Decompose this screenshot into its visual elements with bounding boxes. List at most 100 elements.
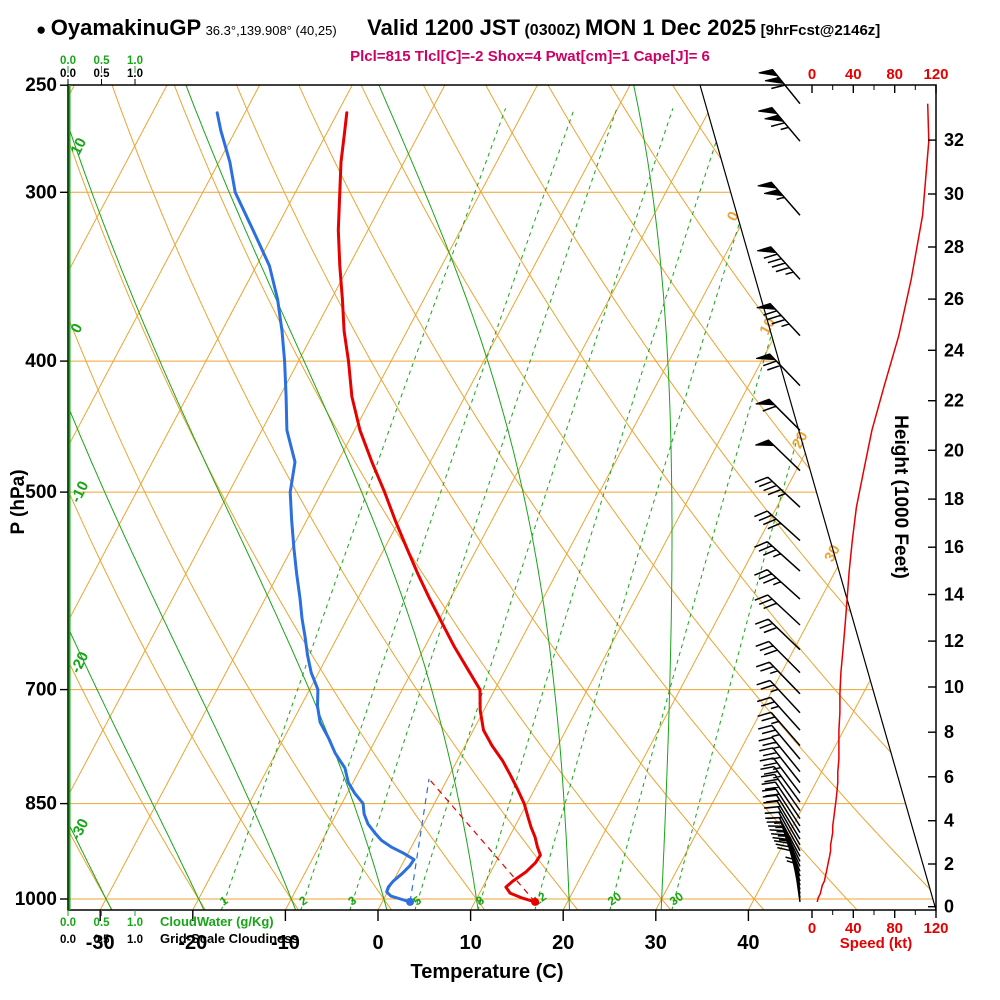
speed-axis-label: Speed (kt) xyxy=(840,935,913,952)
mixing-ratio-label: 2 xyxy=(296,893,310,908)
temperature-tick-label: 10 xyxy=(459,932,481,954)
height-tick-label: 10 xyxy=(944,677,964,697)
height-tick-label: 24 xyxy=(944,340,964,360)
cloudwater-tick-label-bottom: 1.0 xyxy=(127,917,143,929)
isotherm-label: 30 xyxy=(821,542,844,565)
isotherm-label: 20 xyxy=(789,429,812,452)
dry-adiabat-lines xyxy=(68,85,936,910)
mixing-ratio-label: 8 xyxy=(473,893,487,908)
cloudiness-tick-label-top: 0.0 xyxy=(60,68,76,80)
cloudiness-tick-label-bottom: 0.0 xyxy=(60,934,76,946)
cloudwater-tick-label-bottom: 0.0 xyxy=(60,917,76,929)
temperature-curve xyxy=(336,111,542,904)
height-tick-label: 12 xyxy=(944,631,964,651)
dry-adiabat-label: 10 xyxy=(67,135,90,158)
height-tick-label: 28 xyxy=(944,237,964,257)
pressure-tick-label: 500 xyxy=(25,482,57,503)
isotherm-label: 0 xyxy=(724,209,743,224)
wind-barb-flags xyxy=(755,68,785,447)
pressure-gridlines xyxy=(68,191,936,900)
temperature-tick-label: -30 xyxy=(86,932,115,954)
cloudiness-tick-label-bottom: 0.5 xyxy=(94,934,111,946)
valid-zulu: (0300Z) xyxy=(524,22,581,39)
speed-tick-label-bottom: 40 xyxy=(845,920,862,937)
cloudwater-axis-label: CloudWater (g/Kg) xyxy=(160,914,274,929)
plot-frame xyxy=(67,84,937,911)
cloudiness-tick-label-bottom: 1.0 xyxy=(127,934,143,946)
height-tick-label: 6 xyxy=(944,767,954,787)
dry-adiabat-label: -30 xyxy=(67,816,92,843)
speed-tick-label-top: 120 xyxy=(923,66,948,83)
station-bullet-icon: ● xyxy=(36,20,47,39)
cloudiness-tick-label-top: 0.5 xyxy=(94,68,111,80)
surface-temperature-dot xyxy=(531,897,540,906)
height-tick-label: 8 xyxy=(944,722,954,742)
height-tick-label: 22 xyxy=(944,391,964,411)
cloudiness-axis-label: Grid-Scale Cloudiness xyxy=(160,931,299,946)
temperature-tick-label: 0 xyxy=(372,932,383,954)
pressure-tick-label: 400 xyxy=(25,351,57,372)
isotherm-lines xyxy=(68,85,936,910)
speed-tick-label-top: 80 xyxy=(886,66,903,83)
skewt-grid xyxy=(68,85,936,910)
cloudiness-tick-label-top: 1.0 xyxy=(127,68,143,80)
pressure-tick-label: 850 xyxy=(25,794,57,815)
pressure-tick-label: 1000 xyxy=(15,889,57,910)
mixing-ratio-label: 1 xyxy=(217,893,231,908)
cloudwater-tick-label-top: 1.0 xyxy=(127,55,143,67)
height-tick-label: 16 xyxy=(944,537,964,557)
mixing-ratio-lines xyxy=(220,108,893,910)
height-tick-label: 14 xyxy=(944,585,964,605)
surface-dewpoint-dot xyxy=(406,897,415,906)
stability-indices: Plcl=815 Tlcl[C]=-2 Shox=4 Pwat[cm]=1 Ca… xyxy=(350,48,710,65)
parcel-dry-adiabat xyxy=(428,778,536,903)
speed-tick-label-bottom: 0 xyxy=(808,920,816,937)
temperature-tick-label: -20 xyxy=(178,932,207,954)
valid-time: Valid 1200 JST xyxy=(367,15,521,40)
diagonal-boundary xyxy=(699,84,937,911)
mixing-ratio-label: 3 xyxy=(345,893,359,908)
pressure-tick-label: 700 xyxy=(25,680,57,701)
temperature-tick-label: 40 xyxy=(737,932,759,954)
cloudwater-tick-label-top: 0.5 xyxy=(94,55,111,67)
speed-tick-label-top: 40 xyxy=(845,66,862,83)
height-tick-label: 0 xyxy=(944,897,954,917)
sounding-curves xyxy=(215,111,542,906)
wind-speed-curve xyxy=(816,103,930,903)
pressure-tick-label: 250 xyxy=(25,75,57,96)
dry-adiabat-label: -10 xyxy=(67,478,92,505)
height-tick-label: 26 xyxy=(944,289,964,309)
temperature-tick-label: -10 xyxy=(271,932,300,954)
forecast-tag: [9hrFcst@2146z] xyxy=(760,22,881,39)
cloudwater-tick-label-top: 0.0 xyxy=(60,55,76,67)
height-tick-label: 20 xyxy=(944,440,964,460)
pressure-tick-label: 300 xyxy=(25,182,57,203)
valid-date: MON 1 Dec 2025 xyxy=(584,15,757,40)
wind-barbs xyxy=(754,68,801,903)
parcel-mixing-ratio xyxy=(409,778,430,902)
pressure-axis-label: P (hPa) xyxy=(8,469,29,534)
height-tick-label: 4 xyxy=(944,811,954,831)
speed-tick-label-top: 0 xyxy=(808,66,816,83)
plot-border xyxy=(67,84,937,911)
mixing-ratio-label: 30 xyxy=(667,889,686,908)
speed-tick-label-bottom: 120 xyxy=(923,920,948,937)
dewpoint-curve xyxy=(215,111,416,904)
wind-barb-staffs xyxy=(754,69,801,903)
temperature-tick-label: 30 xyxy=(645,932,667,954)
height-tick-label: 18 xyxy=(944,489,964,509)
station-coords: 36.3°,139.908° (40,25) xyxy=(205,23,337,38)
station-name: OyamakinuGP xyxy=(50,15,202,40)
isotherm-label: 10 xyxy=(756,315,779,338)
cloudwater-tick-label-bottom: 0.5 xyxy=(94,917,111,929)
height-axis-label: Height (1000 Feet) xyxy=(890,415,911,579)
height-tick-label: 30 xyxy=(944,184,964,204)
height-tick-label: 2 xyxy=(944,854,954,874)
height-tick-label: 32 xyxy=(944,130,964,150)
title-bar: ● OyamakinuGP 36.3°,139.908° (40,25) Val… xyxy=(36,15,996,41)
mixing-ratio-label: 20 xyxy=(605,889,624,908)
speed-tick-label-bottom: 80 xyxy=(886,920,903,937)
